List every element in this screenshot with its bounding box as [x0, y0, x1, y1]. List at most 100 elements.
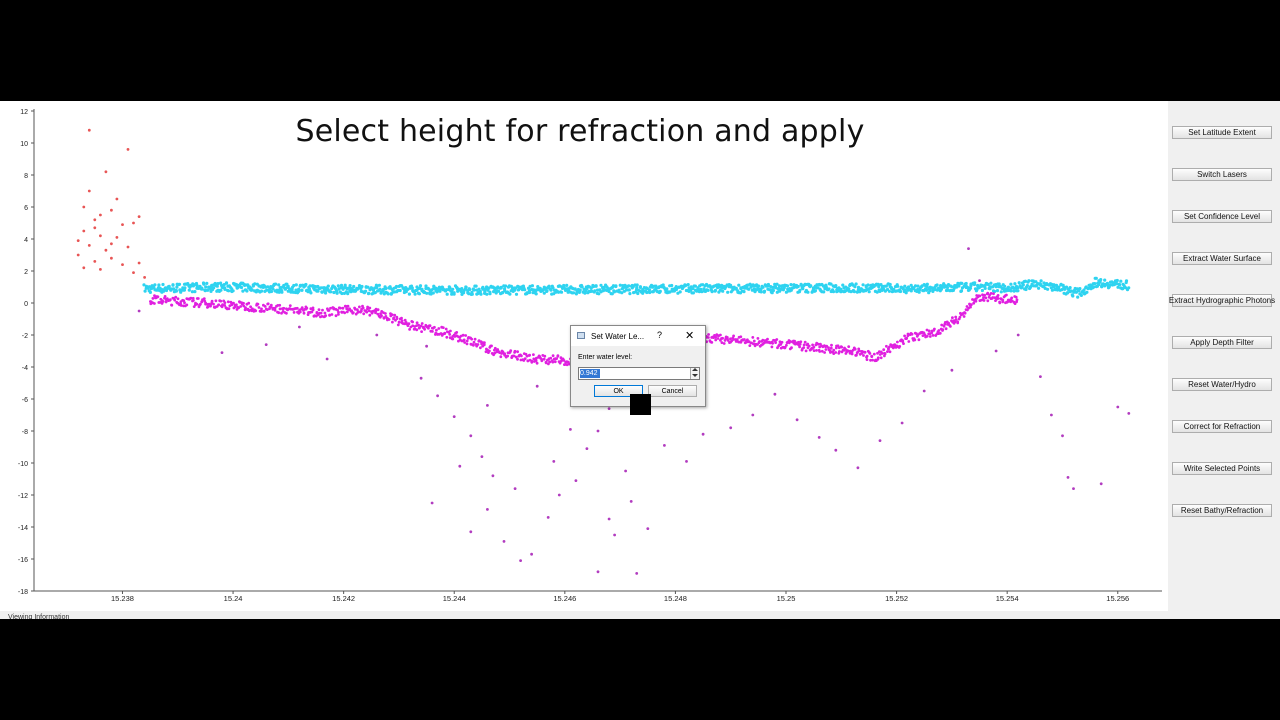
- bathymetry-point: [938, 331, 942, 335]
- bathymetry-point: [949, 325, 952, 328]
- water-surface-point: [648, 290, 652, 295]
- switch-lasers-button[interactable]: Switch Lasers: [1172, 168, 1272, 181]
- water-surface-point: [294, 283, 298, 287]
- water-surface-point: [1039, 279, 1043, 283]
- y-tick-label: 12: [20, 109, 28, 116]
- water-surface-point: [583, 291, 587, 295]
- plot-area[interactable]: 12 10 8 6 4 2 0 -2 -4 -6 -8 -10 -12 -14 -16 -18 15.238 15…: [0, 101, 1168, 619]
- water-surface-point: [565, 283, 569, 287]
- water-surface-point: [142, 283, 146, 287]
- bathymetry-point: [317, 308, 321, 312]
- water-surface-point: [177, 282, 182, 286]
- bathymetry-point: [343, 311, 347, 315]
- bathymetry-point: [479, 346, 482, 350]
- bathymetry-point: [548, 360, 552, 364]
- water-surface-point: [989, 281, 993, 285]
- water-surface-point: [761, 285, 765, 289]
- apply-depth-filter-button[interactable]: Apply Depth Filter: [1172, 336, 1272, 349]
- write-selected-points-button[interactable]: Write Selected Points: [1172, 462, 1272, 475]
- spin-down-icon[interactable]: [692, 374, 698, 377]
- water-level-spinbox[interactable]: [578, 367, 700, 380]
- app-window-icon: [577, 332, 585, 339]
- set-confidence-level-button[interactable]: Set Confidence Level: [1172, 210, 1272, 223]
- bathymetry-point: [183, 301, 186, 305]
- water-surface-point: [1093, 282, 1097, 286]
- water-surface-point: [183, 286, 187, 290]
- water-surface-point: [766, 282, 771, 287]
- bathymetry-point: [972, 301, 976, 305]
- bathymetry-point: [306, 313, 310, 316]
- water-surface-point: [721, 289, 725, 293]
- correct-for-refraction-button[interactable]: Correct for Refraction: [1172, 420, 1272, 433]
- bathymetry-point: [963, 311, 967, 315]
- bathymetry-point: [1001, 300, 1005, 304]
- spinner-arrows[interactable]: [690, 368, 699, 379]
- water-surface-point: [373, 291, 377, 295]
- bathymetry-point: [887, 347, 890, 351]
- extract-hydrographic-photons-button[interactable]: Extract Hydrographic Photons: [1168, 294, 1276, 307]
- water-surface-point: [260, 289, 264, 293]
- water-surface-point: [875, 290, 879, 294]
- bathymetry-point: [882, 348, 886, 352]
- water-surface-point: [274, 282, 278, 286]
- y-tick-label: -2: [22, 333, 28, 340]
- dialog-titlebar[interactable]: Set Water Le... ? ✕: [571, 326, 705, 346]
- water-surface-point: [352, 284, 356, 289]
- water-surface-point: [200, 287, 204, 291]
- reset-water-hydro-button[interactable]: Reset Water/Hydro: [1172, 378, 1272, 391]
- water-surface-point: [297, 287, 301, 291]
- close-icon[interactable]: ✕: [685, 330, 695, 342]
- bathymetry-point: [756, 337, 760, 340]
- land-point: [121, 263, 124, 266]
- water-surface-point: [460, 287, 464, 291]
- water-surface-point: [549, 288, 553, 292]
- bathymetry-point: [176, 297, 180, 301]
- water-surface-point: [339, 283, 344, 287]
- water-surface-point: [906, 285, 911, 289]
- water-surface-point: [451, 287, 455, 291]
- bathymetry-point: [185, 303, 189, 307]
- water-surface-point: [271, 287, 275, 291]
- noise-point: [469, 530, 473, 534]
- help-icon[interactable]: ?: [657, 330, 663, 340]
- bathymetry-point: [400, 319, 404, 323]
- water-surface-point: [771, 288, 776, 293]
- noise-point: [596, 570, 600, 574]
- bathymetry-point: [449, 329, 452, 333]
- bathymetry-point: [853, 347, 857, 351]
- noise-point: [1116, 405, 1120, 409]
- water-level-input[interactable]: [580, 368, 684, 379]
- water-surface-point: [995, 289, 1000, 293]
- water-surface-point: [827, 287, 831, 291]
- bathymetry-point: [206, 305, 210, 308]
- bathymetry-point: [726, 339, 730, 342]
- water-surface-point: [1127, 286, 1131, 290]
- noise-point: [569, 428, 572, 431]
- cancel-button[interactable]: Cancel: [648, 385, 697, 397]
- reset-bathy-refraction-button[interactable]: Reset Bathy/Refraction: [1172, 504, 1272, 517]
- bathymetry-point: [310, 310, 314, 314]
- water-surface-point: [378, 287, 382, 291]
- bathymetry-point: [883, 352, 887, 356]
- bathymetry-point: [366, 305, 369, 309]
- set-latitude-extent-button[interactable]: Set Latitude Extent: [1172, 126, 1272, 139]
- water-surface-point: [377, 283, 381, 287]
- water-surface-point: [348, 284, 352, 288]
- water-surface-point: [346, 292, 350, 296]
- bathymetry-point: [396, 323, 400, 327]
- water-surface-point: [624, 288, 629, 292]
- bathymetry-point: [868, 352, 872, 355]
- bathymetry-point: [482, 343, 486, 347]
- bathymetry-point: [923, 333, 927, 337]
- extract-water-surface-button[interactable]: Extract Water Surface: [1172, 252, 1272, 265]
- water-surface-point: [686, 283, 690, 287]
- water-surface-point: [153, 283, 157, 287]
- spin-up-icon[interactable]: [692, 368, 698, 371]
- land-point: [93, 218, 97, 222]
- land-point: [93, 226, 97, 230]
- water-surface-point: [472, 288, 476, 292]
- bathymetry-point: [305, 306, 309, 310]
- bathymetry-point: [451, 337, 455, 341]
- bathymetry-point: [863, 350, 867, 354]
- water-surface-point: [924, 288, 929, 292]
